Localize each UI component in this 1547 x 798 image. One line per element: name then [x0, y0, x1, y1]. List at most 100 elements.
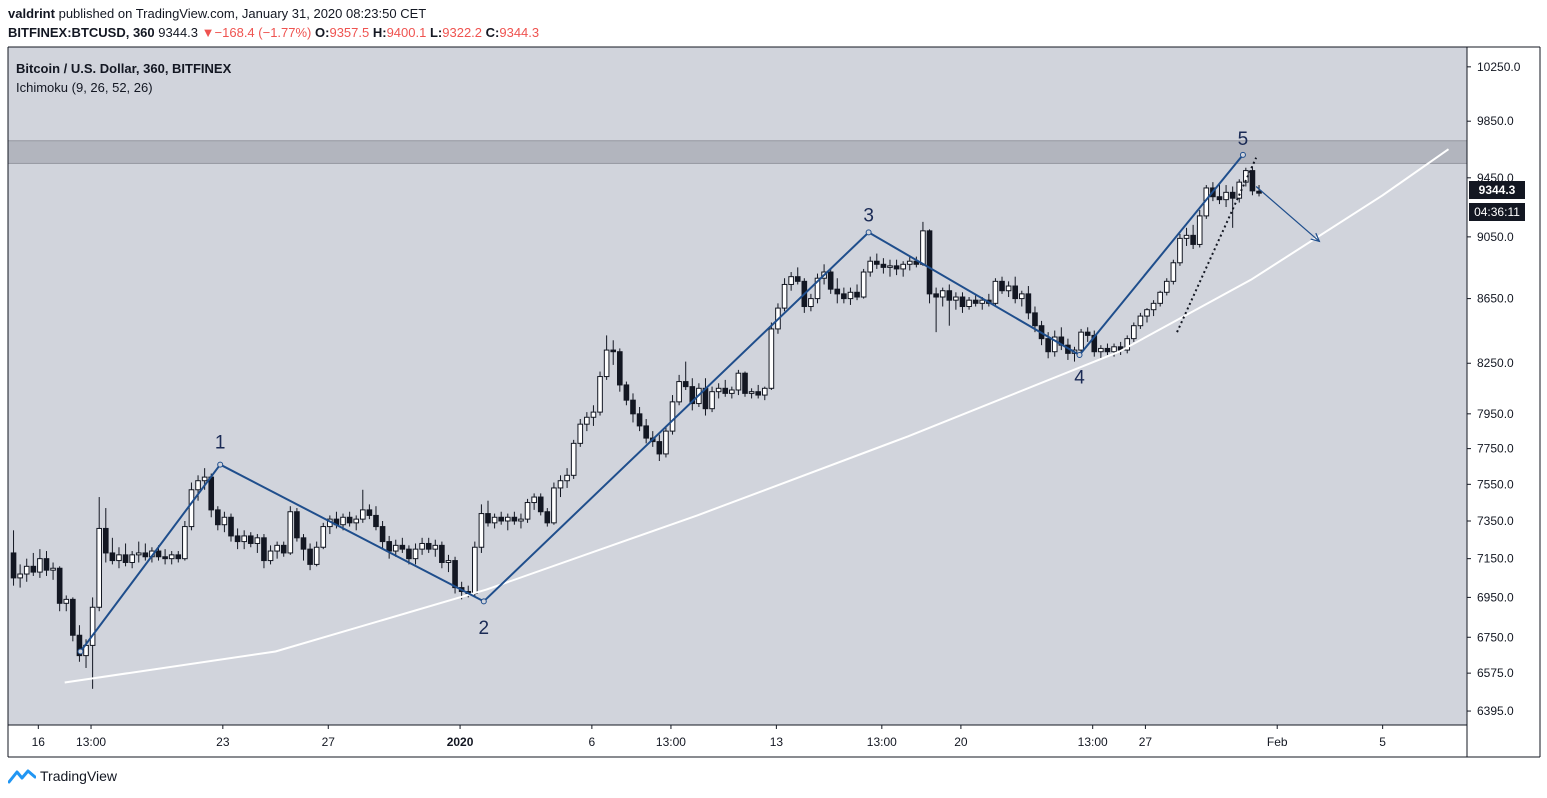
wave-pivot-point[interactable]: [1239, 151, 1246, 158]
candle-body: [287, 511, 294, 554]
x-tick-label: 13:00: [1078, 735, 1108, 749]
candle: [735, 369, 742, 396]
candle-body: [340, 516, 346, 526]
candle: [808, 293, 814, 312]
wave-segment[interactable]: [219, 463, 485, 603]
wave-pivot-point[interactable]: [77, 648, 84, 655]
candle-body: [96, 527, 103, 608]
high-label: H:: [372, 25, 387, 40]
candle: [590, 405, 597, 426]
candle: [1256, 185, 1262, 197]
candle-body: [788, 276, 794, 285]
candle: [412, 543, 419, 565]
wave-pivot-point[interactable]: [217, 461, 224, 468]
candle: [485, 500, 491, 527]
candle-body: [920, 230, 926, 265]
candle: [346, 511, 353, 527]
candle: [630, 393, 636, 423]
projection-arrow[interactable]: [1255, 186, 1320, 242]
publish-info: valdrint published on TradingView.com, J…: [8, 6, 426, 21]
candle: [676, 374, 682, 406]
candle: [972, 293, 979, 307]
candle-body: [182, 526, 188, 560]
candle: [472, 541, 478, 598]
legend-indicator[interactable]: Ichimoku (9, 26, 52, 26): [16, 80, 153, 95]
candle: [761, 386, 768, 401]
candle-body: [808, 298, 814, 308]
candle: [30, 552, 37, 576]
candle-body: [353, 518, 360, 524]
candle-body: [1163, 280, 1170, 293]
candle: [89, 597, 96, 689]
wave-pivot-point[interactable]: [480, 598, 487, 605]
open-label: O:: [315, 25, 330, 40]
candle-body: [1223, 191, 1229, 201]
candle-body: [504, 516, 511, 522]
candle-body: [597, 376, 603, 413]
candle-body: [669, 401, 676, 432]
wave-pivot-point[interactable]: [1076, 351, 1083, 358]
candle: [96, 497, 103, 612]
candle: [874, 253, 880, 269]
candle-body: [1170, 262, 1177, 282]
candle: [76, 625, 83, 662]
candle: [748, 388, 755, 399]
candle-body: [254, 537, 261, 544]
wave-segment[interactable]: [868, 231, 1081, 356]
candle-body: [116, 554, 122, 562]
candle-body: [56, 567, 63, 604]
x-tick-label: 6: [589, 735, 596, 749]
wave-segment[interactable]: [79, 463, 221, 653]
candle: [603, 335, 610, 380]
wave-segment[interactable]: [483, 231, 870, 603]
candle: [23, 558, 30, 582]
candle-body: [472, 546, 478, 594]
candle: [1078, 328, 1084, 354]
candle-body: [900, 263, 906, 270]
dotted-trendline[interactable]: [1176, 157, 1258, 333]
candle: [56, 566, 63, 612]
candle: [432, 539, 439, 557]
candle: [353, 515, 360, 531]
candle-body: [228, 516, 234, 537]
y-tick-label: 7950.0: [1477, 407, 1514, 421]
candle-body: [551, 487, 557, 524]
y-tick-label: 9050.0: [1477, 230, 1514, 244]
candle-body: [452, 560, 458, 589]
candle-body: [959, 296, 966, 308]
x-tick-label: 23: [216, 735, 230, 749]
candle: [854, 284, 860, 301]
x-tick-label: 13:00: [76, 735, 106, 749]
candle-body: [570, 442, 577, 476]
candle-body: [221, 516, 228, 526]
y-tick-label: 10250.0: [1477, 60, 1521, 74]
candle: [70, 597, 76, 642]
tradingview-brand[interactable]: TradingView: [8, 768, 117, 784]
candle-body: [544, 511, 551, 524]
candle-body: [616, 351, 623, 386]
candle-body: [689, 386, 696, 405]
candle: [1084, 327, 1091, 342]
y-tick-label: 9850.0: [1477, 114, 1514, 128]
candle-body: [768, 328, 775, 389]
candle-body: [663, 430, 669, 455]
candle: [742, 371, 748, 397]
candle: [584, 412, 590, 432]
candle-body: [729, 389, 735, 394]
candle-body: [1190, 234, 1196, 245]
candle-body: [188, 489, 195, 528]
candle: [1150, 300, 1157, 317]
wave-pivot-point[interactable]: [865, 229, 872, 236]
wave-segment[interactable]: [1078, 154, 1244, 356]
candle: [669, 395, 676, 435]
candle-body: [1025, 293, 1032, 314]
x-tick-label: Feb: [1267, 735, 1288, 749]
candle: [188, 482, 195, 531]
candle: [1137, 312, 1144, 329]
x-tick-label: 13:00: [656, 735, 686, 749]
author-name: valdrint: [8, 6, 55, 21]
candle-body: [399, 544, 406, 550]
candle: [234, 528, 241, 550]
candle: [926, 229, 933, 304]
